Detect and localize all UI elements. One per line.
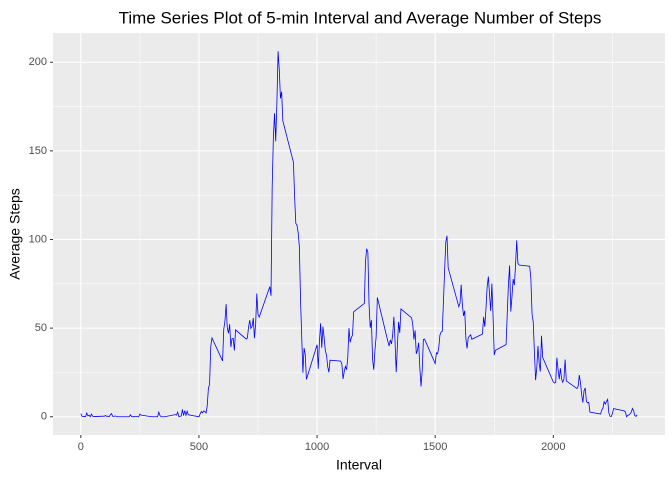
x-tick-label: 0 — [78, 441, 84, 453]
x-axis-label: Interval — [336, 457, 382, 473]
y-tick-label: 150 — [29, 145, 47, 157]
x-tick-label: 1500 — [423, 441, 447, 453]
y-tick-label: 200 — [29, 56, 47, 68]
x-tick-label: 500 — [190, 441, 208, 453]
y-tick-label: 0 — [41, 411, 47, 423]
chart-title: Time Series Plot of 5-min Interval and A… — [119, 8, 602, 27]
y-axis-label: Average Steps — [7, 188, 23, 280]
plot-panel — [53, 33, 665, 435]
y-tick-label: 100 — [29, 233, 47, 245]
line-series — [80, 51, 638, 418]
x-tick-label: 2000 — [541, 441, 565, 453]
x-tick-label: 1000 — [305, 441, 329, 453]
y-tick-label: 50 — [35, 322, 47, 334]
